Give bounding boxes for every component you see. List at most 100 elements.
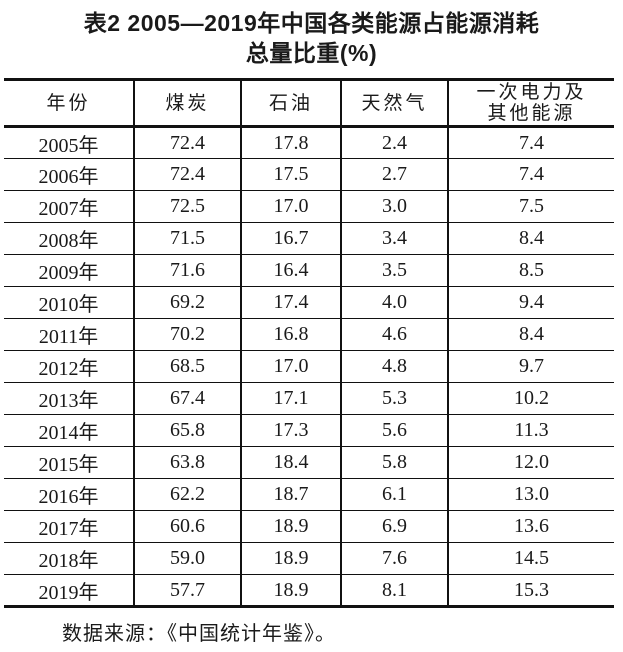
table-row: 2008年 71.5 16.7 3.4 8.4: [4, 222, 614, 255]
coal-cell: 59.0: [133, 542, 241, 575]
year-cell: 2013年: [4, 382, 134, 415]
other-cell: 7.4: [447, 126, 614, 159]
coal-cell: 71.6: [133, 254, 241, 287]
gas-cell: 6.1: [340, 478, 448, 511]
coal-cell: 72.4: [133, 158, 241, 191]
year-cell: 2016年: [4, 478, 134, 511]
coal-cell: 72.4: [133, 126, 241, 159]
oil-cell: 16.4: [240, 254, 341, 287]
gas-cell: 7.6: [340, 542, 448, 575]
other-cell: 9.7: [447, 350, 614, 383]
other-cell: 11.3: [447, 414, 614, 447]
header-cell-year: 年份: [4, 79, 134, 128]
other-cell: 9.4: [447, 286, 614, 319]
oil-cell: 18.4: [240, 446, 341, 479]
header-cell-coal: 煤炭: [133, 79, 241, 128]
gas-cell: 4.6: [340, 318, 448, 351]
gas-cell: 3.4: [340, 222, 448, 255]
table-title-line1: 表2 2005—2019年中国各类能源占能源消耗: [83, 10, 540, 36]
gas-cell: 5.8: [340, 446, 448, 479]
other-cell: 8.4: [447, 222, 614, 255]
coal-cell: 71.5: [133, 222, 241, 255]
oil-cell: 16.8: [240, 318, 341, 351]
table-row: 2015年 63.8 18.4 5.8 12.0: [4, 446, 614, 479]
gas-cell: 3.0: [340, 190, 448, 223]
oil-cell: 18.9: [240, 542, 341, 575]
header-cell-other: 一次电力及 其他能源: [447, 79, 614, 128]
coal-cell: 63.8: [133, 446, 241, 479]
gas-cell: 6.9: [340, 510, 448, 543]
table-row: 2016年 62.2 18.7 6.1 13.0: [4, 478, 614, 511]
coal-cell: 70.2: [133, 318, 241, 351]
oil-cell: 17.0: [240, 190, 341, 223]
year-cell: 2010年: [4, 286, 134, 319]
year-cell: 2005年: [4, 126, 134, 159]
other-cell: 12.0: [447, 446, 614, 479]
coal-cell: 72.5: [133, 190, 241, 223]
gas-cell: 3.5: [340, 254, 448, 287]
table-row: 2012年 68.5 17.0 4.8 9.7: [4, 350, 614, 383]
other-cell: 13.6: [447, 510, 614, 543]
table-row: 2009年 71.6 16.4 3.5 8.5: [4, 254, 614, 287]
header-cell-gas: 天然气: [340, 79, 448, 128]
year-cell: 2018年: [4, 542, 134, 575]
coal-cell: 69.2: [133, 286, 241, 319]
data-source-note: 数据来源：《中国统计年鉴》。: [62, 623, 336, 645]
gas-cell: 4.0: [340, 286, 448, 319]
header-cell-other-line1: 一次电力及: [476, 82, 587, 103]
year-cell: 2019年: [38, 581, 99, 604]
table-title: 表2 2005—2019年中国各类能源占能源消耗 总量比重(%): [0, 0, 623, 68]
other-cell: 15.3: [447, 574, 614, 607]
header-cell-other-line2: 其他能源: [487, 103, 576, 124]
energy-consumption-table: 年份 煤炭 石油 天然气 一次电力及 其他能源 2005年 72.4 17.8 …: [4, 78, 614, 608]
other-cell: 7.5: [447, 190, 614, 223]
oil-cell: 17.0: [240, 350, 341, 383]
coal-cell: 68.5: [133, 350, 241, 383]
oil-cell: 17.8: [240, 126, 341, 159]
other-cell: 13.0: [447, 478, 614, 511]
year-cell: 2012年: [4, 350, 134, 383]
table-row: 2019年 57.7 18.9 8.1 15.3: [4, 574, 614, 607]
other-cell: 8.4: [447, 318, 614, 351]
coal-cell: 65.8: [133, 414, 241, 447]
year-cell: 2015年: [4, 446, 134, 479]
table-row: 2006年 72.4 17.5 2.7 7.4: [4, 158, 614, 191]
gas-cell: 2.7: [340, 158, 448, 191]
header-cell-oil: 石油: [240, 79, 341, 128]
table-row: 2005年 72.4 17.8 2.4 7.4: [4, 126, 614, 159]
table-row: 2010年 69.2 17.4 4.0 9.4: [4, 286, 614, 319]
other-cell: 8.5: [447, 254, 614, 287]
table-row: 2014年 65.8 17.3 5.6 11.3: [4, 414, 614, 447]
table-header-row: 年份 煤炭 石油 天然气 一次电力及 其他能源: [4, 79, 614, 128]
coal-cell: 60.6: [133, 510, 241, 543]
gas-cell: 5.6: [340, 414, 448, 447]
other-cell: 14.5: [447, 542, 614, 575]
oil-cell: 18.7: [240, 478, 341, 511]
oil-cell: 17.5: [240, 158, 341, 191]
table-title-line2: 总量比重(%): [245, 40, 378, 66]
table-row: 2007年 72.5 17.0 3.0 7.5: [4, 190, 614, 223]
gas-cell: 5.3: [340, 382, 448, 415]
oil-cell: 17.4: [240, 286, 341, 319]
oil-cell: 18.9: [240, 510, 341, 543]
year-cell: 2008年: [4, 222, 134, 255]
coal-cell: 57.7: [133, 574, 241, 607]
other-cell: 7.4: [447, 158, 614, 191]
coal-cell: 67.4: [133, 382, 241, 415]
coal-cell: 62.2: [133, 478, 241, 511]
table-row: 2018年 59.0 18.9 7.6 14.5: [4, 542, 614, 575]
year-cell: 2009年: [4, 254, 134, 287]
oil-cell: 17.3: [240, 414, 341, 447]
year-cell: 2014年: [4, 414, 134, 447]
year-cell: 2011年: [4, 318, 134, 351]
oil-cell: 16.7: [240, 222, 341, 255]
oil-cell: 17.1: [240, 382, 341, 415]
year-cell: 2007年: [4, 190, 134, 223]
other-cell: 10.2: [447, 382, 614, 415]
table-row: 2017年 60.6 18.9 6.9 13.6: [4, 510, 614, 543]
oil-cell: 18.9: [240, 574, 341, 607]
gas-cell: 2.4: [340, 126, 448, 159]
gas-cell: 4.8: [340, 350, 448, 383]
year-cell: 2006年: [4, 158, 134, 191]
